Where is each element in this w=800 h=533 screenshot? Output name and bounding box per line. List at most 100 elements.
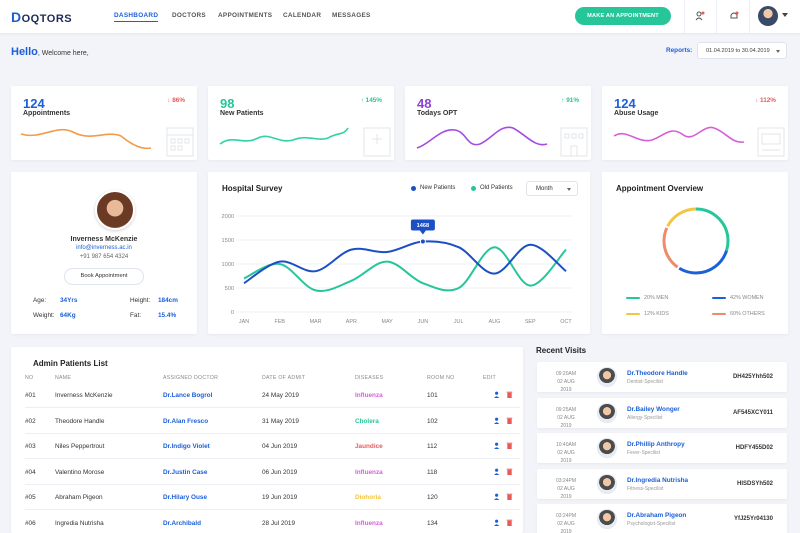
chevron-down-icon[interactable] [782, 13, 788, 17]
user-avatar[interactable] [758, 6, 778, 26]
row-doctor[interactable]: Dr.Archibald [163, 519, 201, 527]
visit-time: 10:40AM [555, 442, 576, 448]
doctor-specialty: Allergy-Specilist [627, 414, 663, 421]
bell-icon[interactable] [729, 11, 739, 21]
x-tick-label: FEB [275, 319, 286, 325]
assign-user-icon[interactable] [494, 493, 501, 500]
stat-label: Abuse Usage [614, 110, 659, 117]
doctor-specialty: Fitness-Specilist [627, 485, 664, 492]
greeting-sub: , Welcome here, [37, 50, 89, 57]
y-tick-label: 1000 [222, 262, 234, 268]
row-disease: Influenza [355, 519, 383, 527]
legend-women-label: 42% WOMEN [730, 295, 764, 301]
assign-user-icon[interactable] [494, 468, 501, 475]
row-room: 120 [427, 494, 438, 501]
row-room: 134 [427, 519, 438, 527]
trash-icon[interactable] [506, 391, 513, 398]
assign-user-icon[interactable] [494, 391, 501, 398]
table-row[interactable]: #02 Theodore Handle Dr.Alan Fresco 31 May 2… [25, 409, 520, 434]
stat-value: 124 [23, 96, 45, 111]
calendar-icon [166, 127, 194, 157]
stat-value: 124 [614, 96, 636, 111]
doctor-specialty: Psychologist-Specilist [627, 521, 676, 527]
tooltip-box [410, 219, 435, 231]
x-tick-label: APR [346, 319, 357, 325]
table-row[interactable]: #05 Abraham Pigeon Dr.Hilary Ouse 19 Jun 20… [25, 485, 520, 510]
patient-email[interactable]: info@inverness.ac.in [76, 245, 132, 251]
nav-dashboard[interactable]: DASHBOARD [114, 12, 159, 22]
row-doctor[interactable]: Dr.Hilary Ouse [163, 494, 208, 501]
make-appointment-button[interactable]: MAKE AN APPOINTMENT [575, 7, 671, 25]
appointment-overview-card: Appointment Overview 20% MEN 42% WOMEN 1… [602, 172, 788, 334]
stat-card-new-patients[interactable]: 98 New Patients ↑ 145% [208, 86, 394, 160]
nav-messages[interactable]: MESSAGES [332, 12, 371, 19]
row-doctor[interactable]: Dr.Alan Fresco [163, 417, 209, 425]
row-date: 19 Jun 2019 [262, 494, 298, 501]
visit-item[interactable]: 03:24PM 02 AUG 2019 Dr.Abraham Pigeon Psych… [537, 504, 787, 533]
patients-title: Admin Patients List [33, 359, 108, 368]
doctor-name[interactable]: Dr.Bailey Wonger [627, 405, 680, 413]
table-row[interactable]: #06 Ingredia Nutrisha Dr.Archibald 28 Jul 2… [25, 511, 520, 533]
stat-change: ↓ 112% [755, 97, 776, 104]
visit-item[interactable]: 10:40AM 02 AUG 2019 Dr.Phillip Anthropy Fev… [537, 433, 787, 464]
table-row[interactable]: #04 Valentino Morose Dr.Justin Case 06 Jun … [25, 460, 520, 485]
visit-date: 02 AUG 2019 [557, 414, 575, 429]
patient-avatar [95, 190, 135, 230]
visit-item[interactable]: 09:20AM 02 AUG 2019 Dr.Theodore Handle Dent… [537, 362, 787, 393]
stat-sparkline [20, 127, 194, 157]
highlight-point[interactable] [419, 238, 426, 245]
row-disease: Cholera [355, 417, 379, 425]
patient-phone: +91 987 654 4324 [79, 254, 129, 260]
doctor-name[interactable]: Dr.Theodore Handle [627, 370, 688, 377]
trash-icon[interactable] [506, 493, 513, 500]
visit-item[interactable]: 09:25AM 02 AUG 2019 Dr.Bailey Wonger Allerg… [537, 397, 787, 429]
legend-kids-label: 12% KIDS [644, 311, 669, 317]
nav-doctors[interactable]: DOCTORS [172, 12, 206, 19]
logo[interactable]: DOQTORS [11, 9, 72, 25]
row-date: 06 Jun 2019 [262, 468, 298, 476]
reports-date-range[interactable]: 01.04.2019 to 30.04.2019 [697, 42, 787, 59]
stat-card-abuse-usage[interactable]: 124 Abuse Usage ↓ 112% [602, 86, 788, 160]
visit-item[interactable]: 03:24PM 02 AUG 2019 Dr.Ingredia Nutrisha Fi… [537, 468, 787, 501]
trash-icon[interactable] [506, 519, 513, 526]
x-tick-label: OCT [560, 319, 572, 325]
add-user-icon[interactable] [695, 11, 705, 21]
row-no: #06 [25, 519, 36, 527]
row-doctor[interactable]: Dr.Justin Case [163, 468, 208, 476]
trash-icon[interactable] [506, 468, 513, 475]
trash-icon[interactable] [506, 417, 513, 424]
stat-card-appointments[interactable]: 124 Appointments ↓ 86% [11, 86, 197, 160]
book-appointment-button[interactable]: Book Appointment [64, 268, 144, 285]
doctor-name[interactable]: Dr.Phillip Anthropy [627, 441, 685, 448]
legend-old-label: Old Patients [480, 185, 513, 191]
table-row[interactable]: #03 Niles Peppertrout Dr.Indigo Violet 04 J… [25, 434, 520, 459]
col-room: ROOM NO [427, 375, 455, 381]
legend-others-bar [712, 313, 726, 315]
doctor-name[interactable]: Dr.Ingredia Nutrisha [627, 476, 689, 484]
visit-datetime: 03:24PM 02 AUG 2019 [551, 477, 581, 501]
patient-profile-card: Inverness McKenzie info@inverness.ac.in … [11, 172, 197, 334]
row-date: 24 May 2019 [262, 392, 299, 399]
nav-calendar[interactable]: CALENDAR [283, 12, 322, 19]
chevron-down-icon [567, 188, 571, 191]
row-doctor[interactable]: Dr.Lance Bogrol [163, 392, 213, 399]
period-select[interactable]: Month [526, 181, 578, 196]
building-icon [560, 127, 588, 157]
row-doctor[interactable]: Dr.Indigo Violet [163, 443, 210, 450]
table-row[interactable]: #01 Inverness McKenzie Dr.Lance Bogrol 24 M… [25, 383, 520, 408]
legend-new-label: New Patients [420, 185, 456, 191]
fat-label: Fat: [130, 312, 142, 319]
stat-card-todays-opt[interactable]: 48 Todays OPT ↑ 91% [405, 86, 591, 160]
age-label: Age: [33, 297, 47, 304]
assign-user-icon[interactable] [494, 519, 501, 526]
assign-user-icon[interactable] [494, 417, 501, 424]
overview-title: Appointment Overview [616, 184, 704, 193]
nav-appointments[interactable]: APPOINTMENTS [218, 12, 273, 19]
row-name: Theodore Handle [55, 417, 105, 425]
reports-label: Reports: [666, 47, 693, 54]
doctor-name[interactable]: Dr.Abraham Pigeon [627, 512, 687, 519]
row-date: 31 May 2019 [262, 417, 299, 425]
hospital-icon [363, 127, 391, 157]
trash-icon[interactable] [506, 442, 513, 449]
assign-user-icon[interactable] [494, 442, 501, 449]
